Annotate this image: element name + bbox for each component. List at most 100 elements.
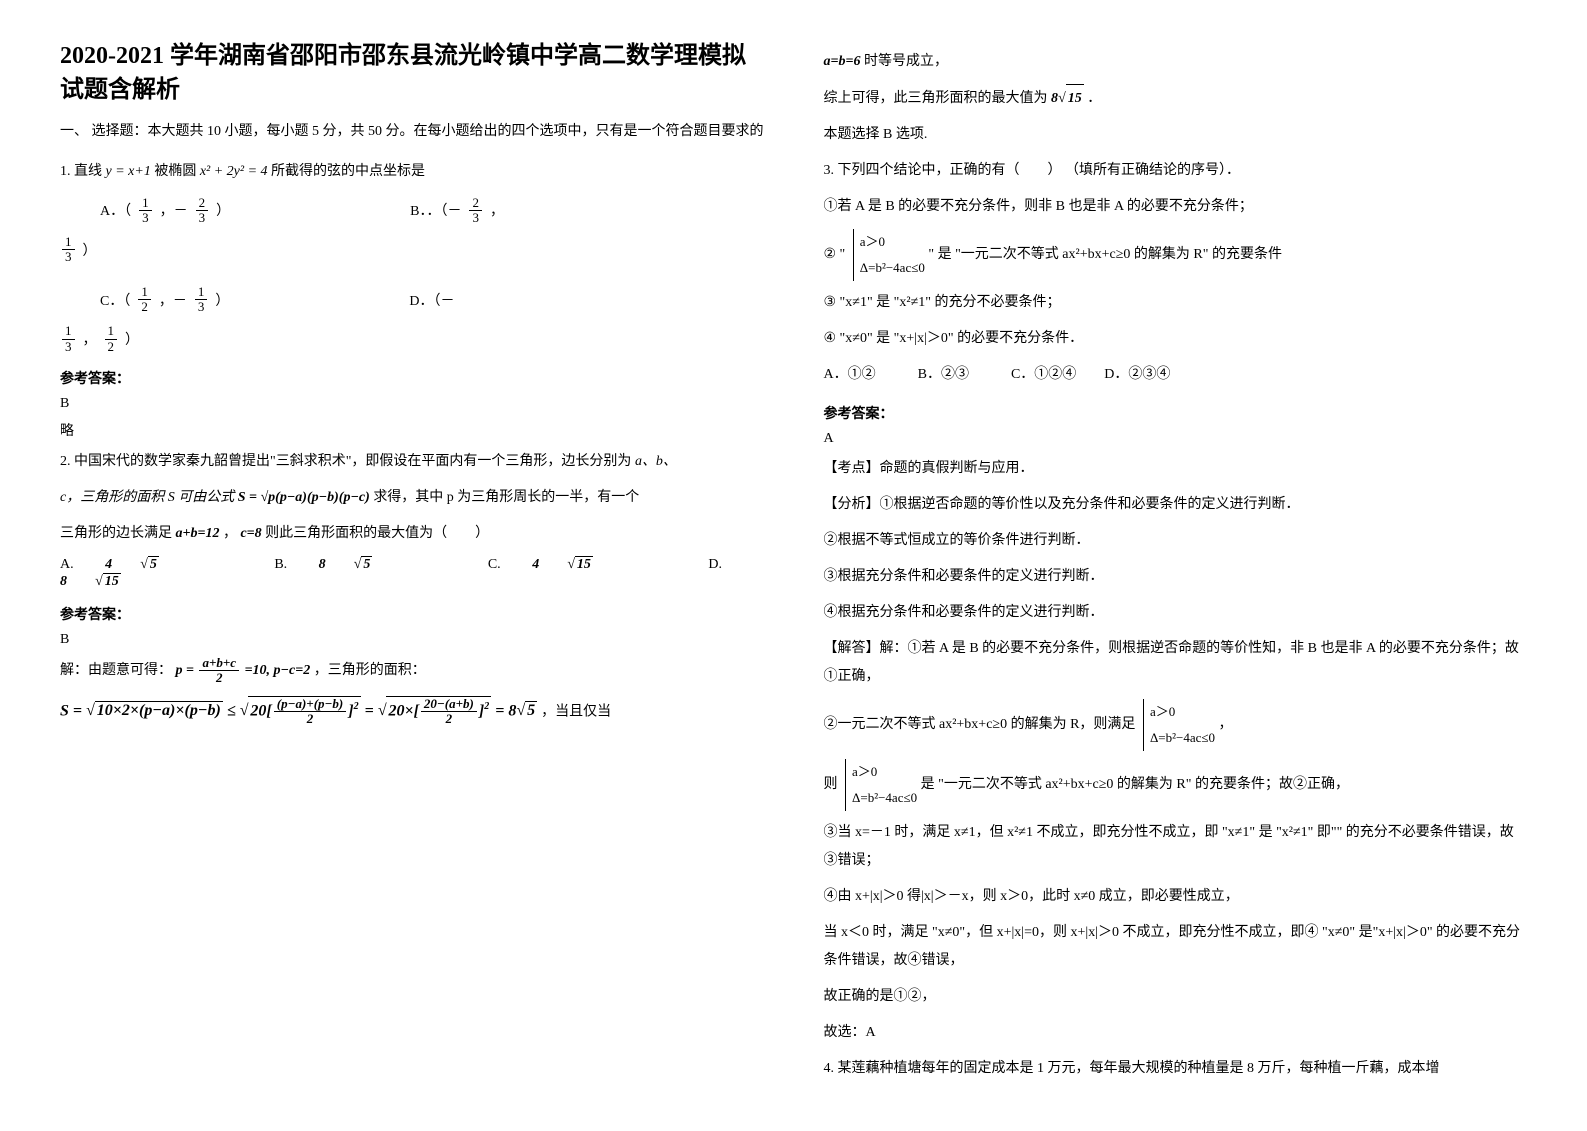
- q2-sol1-eq: =10, p−c=2: [245, 663, 311, 678]
- q2-sol1-p: p =: [176, 663, 194, 678]
- q3-2-b1: a＞0: [860, 229, 925, 255]
- q3-ans-label: 参考答案：: [824, 403, 1528, 423]
- q1-b-d1: 3: [469, 211, 482, 225]
- q1-a-sep: ，－: [160, 200, 188, 220]
- q1-a-d1: 3: [139, 211, 152, 225]
- q2-bigR1: 10×2×(p−a)×(p−b): [95, 701, 223, 720]
- q2-bigEq: =: [365, 702, 374, 719]
- q2-ans-label: 参考答案：: [60, 604, 764, 624]
- q2-vars: a、b、: [635, 454, 677, 469]
- q3-jd4: ③当 x=－1 时，满足 x≠1，但 x²≠1 不成立，即充分性不成立，即 "x…: [824, 819, 1528, 875]
- doc-title: 2020-2021 学年湖南省邵阳市邵东县流光岭镇中学高二数学理模拟试题含解析: [60, 40, 764, 107]
- q1-expr1: y = x+1: [106, 164, 151, 179]
- q1-optA-label: A．（: [100, 200, 131, 220]
- q2-stem2: c，三角形的面积 S 可由公式 S = √p(p−a)(p−b)(p−c) 求得…: [60, 484, 764, 512]
- q3-jd2: ②一元二次不等式 ax²+bx+c≥0 的解集为 R，则满足 a＞0 Δ=b²−…: [824, 699, 1528, 751]
- r-line1-pre: a=b=6: [824, 54, 861, 69]
- q2-oC: C.: [488, 557, 501, 572]
- q1-ans: B: [60, 396, 764, 412]
- q3-kd: 【考点】命题的真假判断与应用．: [824, 455, 1528, 483]
- q2-s2: c，三角形的面积 S 可由公式: [60, 490, 234, 505]
- q1-b-n1: 2: [469, 196, 482, 211]
- section-1-head: 一、 选择题：本大题共 10 小题，每小题 5 分，共 50 分。在每小题给出的…: [60, 121, 764, 143]
- q2-big20b: 20×: [388, 702, 413, 719]
- q3-3: ③ "x≠1" 是 "x²≠1" 的充分不必要条件；: [824, 289, 1528, 317]
- q3-4: ④ "x≠0" 是 "x+|x|＞0" 的必要不充分条件．: [824, 325, 1528, 353]
- q1-c-d1: 2: [138, 300, 151, 314]
- q1-d-n2: 1: [105, 324, 118, 339]
- q2-cond3: c=8: [240, 526, 261, 541]
- q3-fx: 【分析】①根据逆否命题的等价性以及充分条件和必要条件的定义进行判断．: [824, 491, 1528, 519]
- q1-c-d2: 3: [195, 300, 208, 314]
- q3-jd3-b2: Δ=b²−4ac≤0: [852, 785, 917, 811]
- q3-jd3-pre: 则: [824, 777, 838, 792]
- q3-jd6: 当 x＜0 时，满足 "x≠0"，但 x+|x|=0，则 x+|x|＞0 不成立…: [824, 919, 1528, 975]
- q2-bigLe: ≤: [227, 702, 236, 719]
- q1-optD-label: D．（－: [409, 290, 454, 310]
- q2-stem3: 三角形的边长满足 a+b=12 ， c=8 则此三角形面积的最大值为（ ）: [60, 520, 764, 548]
- q3-jd3: 则 a＞0 Δ=b²−4ac≤0 是 "一元二次不等式 ax²+bx+c≥0 的…: [824, 759, 1528, 811]
- q1-optC: C．（ 12 ，－ 13 ）: [100, 285, 229, 315]
- q1-d-n1: 1: [62, 324, 75, 339]
- q2-stem: 2. 中国宋代的数学家秦九韶曾提出"三斜求积术"，即假设在平面内有一个三角形，边…: [60, 448, 764, 476]
- q2-ans: B: [60, 632, 764, 648]
- q1-c-sep: ，－: [159, 290, 187, 310]
- q1-a-n1: 1: [139, 196, 152, 211]
- q2-oCr: 15: [575, 556, 593, 573]
- q1-b-d2: 3: [62, 250, 75, 264]
- q3-2-pre: ② ": [824, 247, 846, 262]
- r-line2: 综上可得，此三角形面积的最大值为 815 ．: [824, 84, 1528, 113]
- q2-cond1: a+b=12: [176, 526, 220, 541]
- q3-jd3-post: 是 "一元二次不等式 ax²+bx+c≥0 的解集为 R" 的充要条件；故②正确…: [921, 777, 1349, 792]
- q2-bigResR: 5: [525, 701, 537, 720]
- q2-oAr: 5: [148, 556, 159, 573]
- q1-ans-label: 参考答案：: [60, 368, 764, 388]
- q2-formula-s: S = √p(p−a)(p−b)(p−c): [238, 490, 370, 505]
- q3-jd2-b1: a＞0: [1150, 699, 1215, 725]
- q1-extra: 略: [60, 420, 764, 440]
- r-line2-post: ．: [1087, 91, 1101, 106]
- q2-oBv: 8: [319, 557, 326, 572]
- r-line1-post: 时等号成立，: [864, 54, 948, 69]
- q3-2-mid: " 是 "一元二次不等式 ax²+bx+c≥0 的解集为 R" 的充要条件: [928, 247, 1282, 262]
- q3-ans: A: [824, 431, 1528, 447]
- q2-bigTail: ，当且仅当: [541, 704, 611, 719]
- q2-oA: A.: [60, 557, 74, 572]
- q2-oD: D.: [708, 557, 722, 572]
- q1-b-close: ）: [83, 240, 97, 260]
- q3-stem: 3. 下列四个结论中，正确的有（ ） （填所有正确结论的序号）．: [824, 157, 1528, 185]
- q3-jd7: 故正确的是①②，: [824, 983, 1528, 1011]
- q3-jd5: ④由 x+|x|＞0 得|x|＞－x，则 x＞0，此时 x≠0 成立，即必要性成…: [824, 883, 1528, 911]
- q2-bigF3n: 20−(a+b): [421, 697, 477, 712]
- q2-sol1: 解：由题意可得： p = a+b+c2 =10, p−c=2 ，三角形的面积：: [60, 656, 764, 686]
- q3-jd2-pre: ②一元二次不等式 ax²+bx+c≥0 的解集为 R，则满足: [824, 717, 1136, 732]
- q3-2-b2: Δ=b²−4ac≤0: [860, 255, 925, 281]
- r-line2-v: 8: [1051, 91, 1058, 106]
- q1-pre: 1. 直线: [60, 164, 102, 179]
- q2-s5: 则此三角形面积的最大值为（ ）: [265, 526, 489, 541]
- q1-mid: 被椭圆: [154, 164, 196, 179]
- q1-ellipse: x² + 2y² = 4: [200, 164, 268, 179]
- q1-c-n1: 1: [138, 285, 151, 300]
- q1-d-sep: ，: [83, 329, 97, 349]
- q2-bigF2n: (p−a)+(p−b): [274, 697, 346, 712]
- q3-opts: A．①② B．②③ C．①②④ D．②③④: [824, 361, 1528, 389]
- q3-jd: 【解答】解：①若 A 是 B 的必要不充分条件，则根据逆否命题的等价性知，非 B…: [824, 635, 1528, 691]
- q1-a-n2: 2: [196, 196, 209, 211]
- q3-2: ② " a＞0 Δ=b²−4ac≤0 " 是 "一元二次不等式 ax²+bx+c…: [824, 229, 1528, 281]
- q1-b-n2: 1: [62, 235, 75, 250]
- q2-oBr: 5: [361, 556, 372, 573]
- r-line3: 本题选择 B 选项.: [824, 121, 1528, 149]
- q2-bigF3d: 2: [443, 712, 456, 726]
- r-line2-r: 15: [1066, 84, 1084, 113]
- q2-bigF2d: 2: [304, 712, 317, 726]
- q1-post: 所截得的弦的中点坐标是: [271, 164, 425, 179]
- q1-optD: D．（－: [409, 285, 454, 315]
- q3-jd2-b2: Δ=b²−4ac≤0: [1150, 725, 1215, 751]
- q3-fx4: ④根据充分条件和必要条件的定义进行判断．: [824, 599, 1528, 627]
- q1-d-d1: 3: [62, 340, 75, 354]
- q1-b-sep: ，: [490, 200, 504, 220]
- q1-optD-cont: 13 ， 12 ）: [60, 324, 764, 354]
- q2-oB: B.: [274, 557, 287, 572]
- q1-c-n2: 1: [195, 285, 208, 300]
